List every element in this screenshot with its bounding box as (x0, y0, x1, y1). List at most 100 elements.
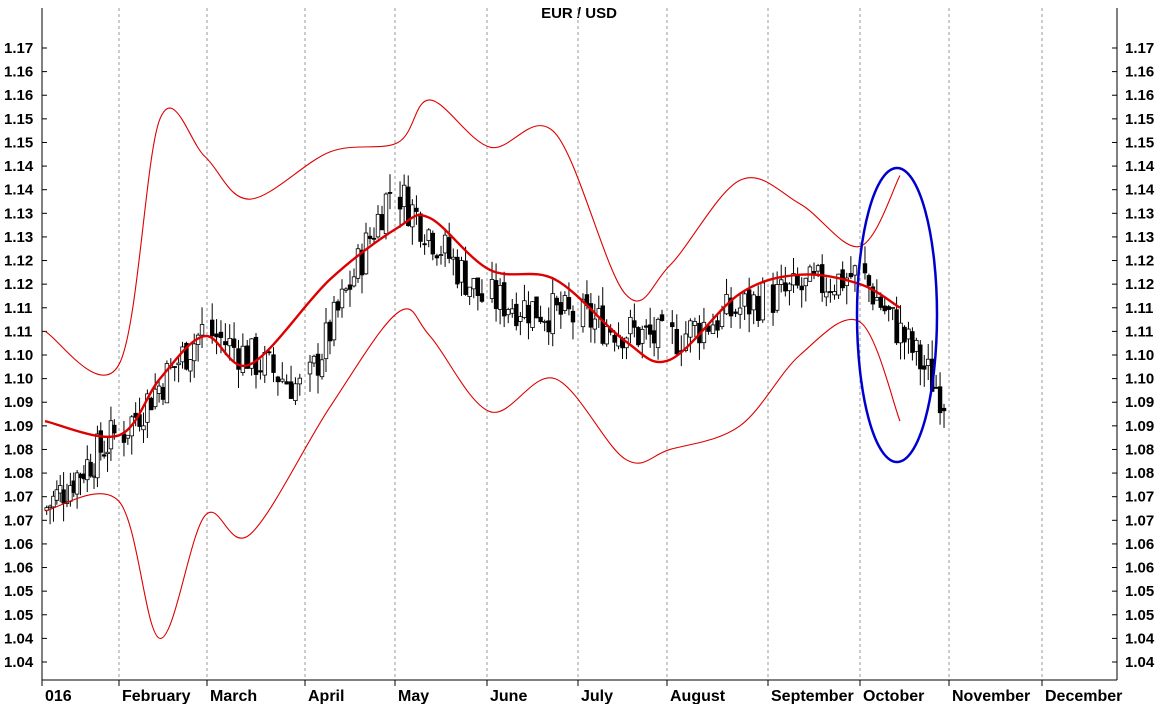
candle (152, 373, 158, 410)
candle-body-up (319, 359, 325, 378)
candle-body-down (479, 293, 485, 302)
candle (430, 230, 436, 261)
candle (288, 365, 294, 400)
candle (367, 227, 373, 245)
candle (418, 211, 423, 248)
y-tick-label-right: 1.09 (1125, 394, 1154, 411)
y-tick-label-left: 1.06 (4, 536, 33, 553)
y-tick-label-left: 1.17 (4, 40, 33, 57)
candle (926, 343, 931, 381)
y-tick-label-right: 1.11 (1125, 300, 1153, 317)
candle (375, 205, 381, 239)
candle (141, 412, 146, 443)
candle-body-up (874, 297, 880, 301)
candle-body-down (526, 304, 531, 324)
candle (379, 205, 385, 231)
candle-body-down (651, 330, 657, 344)
candle (459, 256, 464, 296)
candle (249, 338, 254, 376)
candle (397, 181, 403, 228)
candle-body-down (236, 348, 241, 370)
candle-body-up (343, 288, 349, 291)
candle-body-down (728, 297, 734, 317)
y-tick-label-right: 1.06 (1125, 560, 1154, 577)
candle (293, 377, 298, 405)
y-tick-label-left: 1.10 (4, 371, 33, 388)
candle-body-up (307, 361, 313, 375)
candle-body-up (506, 309, 511, 316)
candle-body-up (906, 328, 911, 340)
candle (463, 246, 468, 296)
y-tick-label-left: 1.11 (4, 300, 32, 317)
y-tick-label-right: 1.04 (1125, 654, 1155, 671)
candle (347, 270, 353, 307)
candle-body-down (463, 260, 468, 295)
candle-body-up (199, 324, 205, 336)
candle-body-up (604, 325, 609, 345)
candle-body-up (542, 320, 547, 323)
chart-title: EUR / USD (541, 5, 617, 22)
candle (214, 319, 219, 355)
candle-body-up (640, 328, 645, 344)
candle (746, 277, 752, 333)
candle-body-down (430, 232, 436, 255)
y-tick-label-right: 1.09 (1125, 418, 1154, 435)
candle-body-down (245, 345, 250, 369)
candle (832, 284, 837, 300)
candle (475, 277, 481, 311)
candle (61, 472, 66, 522)
candle-body-up (451, 256, 456, 260)
month-grid (118, 8, 1043, 680)
candle-body-down (422, 243, 427, 246)
candle-body-up (824, 291, 829, 298)
candle (446, 222, 452, 264)
candle (640, 325, 645, 359)
candle-body-up (74, 472, 80, 495)
x-month-label: November (952, 688, 1030, 704)
candle-body-down (284, 381, 289, 385)
candle (479, 279, 485, 303)
candle-body-down (371, 237, 377, 240)
candle (828, 278, 833, 303)
x-month-label: February (122, 688, 191, 704)
candle-body-up (164, 363, 170, 404)
candle (592, 303, 598, 344)
candle-body-down (566, 297, 572, 310)
candle (51, 490, 56, 522)
candle (172, 366, 177, 382)
candle-body-down (937, 386, 943, 414)
candle (558, 291, 564, 329)
candle-body-up (737, 307, 743, 315)
candle-body-up (311, 355, 317, 364)
candle-body-up (297, 377, 303, 385)
candle-body-up (152, 388, 158, 408)
candle-body-down (733, 311, 738, 314)
candle-body-down (870, 286, 876, 305)
candle-body-up (510, 308, 515, 314)
candle-body-down (647, 324, 653, 335)
candle (101, 440, 107, 459)
candle-body-up (550, 293, 555, 335)
candle-body-down (795, 275, 800, 286)
candle-body-up (363, 232, 369, 275)
candle-body-up (836, 273, 841, 296)
candle (245, 340, 250, 369)
y-tick-label-right: 1.06 (1125, 536, 1154, 553)
candle (455, 249, 460, 289)
y-tick-label-right: 1.10 (1125, 371, 1154, 388)
candle-body-up (459, 260, 464, 283)
candle (227, 324, 232, 361)
highlight-ellipse (855, 166, 939, 464)
candle (351, 268, 357, 288)
candle (844, 272, 849, 305)
candle-body-up (489, 279, 495, 299)
candle-body-up (779, 279, 784, 285)
candle-body-down (101, 454, 107, 457)
candle (737, 292, 743, 329)
candle-body-down (275, 376, 281, 383)
candle (933, 374, 939, 389)
candle-body-up (471, 278, 476, 290)
axes (41, 8, 1118, 681)
candle (628, 309, 633, 344)
